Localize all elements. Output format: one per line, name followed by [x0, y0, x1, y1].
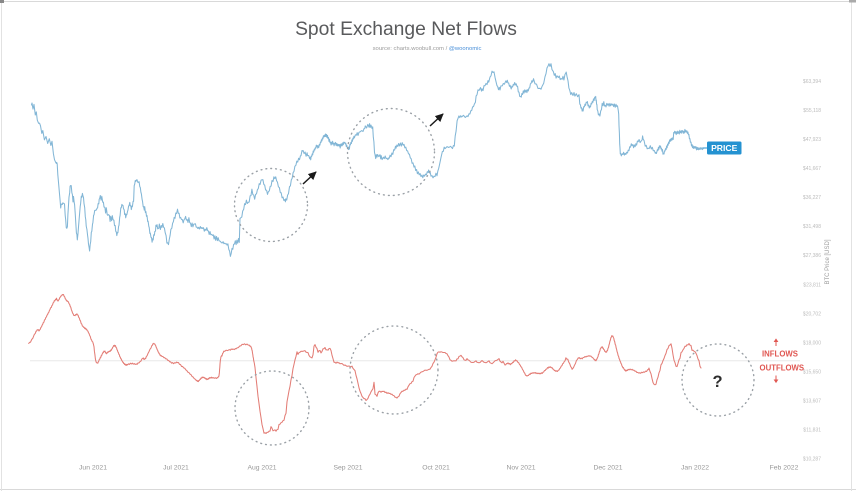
- svg-text:$63,394: $63,394: [803, 79, 821, 85]
- svg-text:$18,000: $18,000: [803, 340, 821, 346]
- svg-text:$27,386: $27,386: [803, 253, 821, 259]
- svg-text:source: charts.woobull.com / @: source: charts.woobull.com / @woonomic: [373, 46, 482, 52]
- svg-text:BTC Price [USD]: BTC Price [USD]: [825, 239, 831, 284]
- svg-text:$41,667: $41,667: [803, 166, 821, 172]
- svg-text:PRICE: PRICE: [711, 143, 738, 153]
- svg-text:OUTFLOWS: OUTFLOWS: [760, 364, 805, 373]
- svg-text:$23,811: $23,811: [803, 282, 821, 288]
- svg-text:$13,607: $13,607: [803, 399, 821, 405]
- svg-text:Nov 2021: Nov 2021: [506, 464, 535, 471]
- svg-text:INFLOWS: INFLOWS: [762, 350, 798, 359]
- svg-text:Jan 2022: Jan 2022: [681, 464, 709, 471]
- svg-text:Spot Exchange Net Flows: Spot Exchange Net Flows: [295, 19, 517, 40]
- svg-text:Sep 2021: Sep 2021: [333, 464, 362, 471]
- svg-text:Aug 2021: Aug 2021: [247, 464, 276, 471]
- svg-text:$20,702: $20,702: [803, 311, 821, 317]
- svg-text:Jun 2021: Jun 2021: [79, 464, 107, 471]
- svg-text:$10,287: $10,287: [803, 457, 821, 463]
- svg-text:$31,498: $31,498: [803, 224, 821, 230]
- svg-text:Dec 2021: Dec 2021: [593, 464, 622, 471]
- svg-text:Oct 2021: Oct 2021: [422, 464, 450, 471]
- svg-text:$47,923: $47,923: [803, 137, 821, 143]
- svg-text:$36,227: $36,227: [803, 195, 821, 201]
- svg-text:Jul 2021: Jul 2021: [163, 464, 189, 471]
- svg-text:$15,650: $15,650: [803, 370, 821, 376]
- svg-text:$11,831: $11,831: [803, 428, 821, 434]
- svg-text:?: ?: [712, 373, 722, 391]
- svg-text:Feb 2022: Feb 2022: [770, 464, 799, 471]
- svg-text:$55,118: $55,118: [803, 108, 821, 114]
